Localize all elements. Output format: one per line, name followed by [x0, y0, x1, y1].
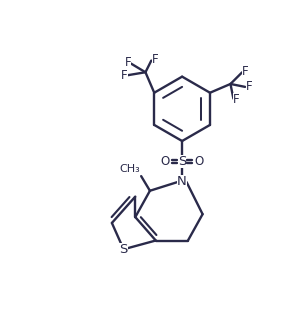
Text: S: S [119, 243, 128, 256]
Text: F: F [151, 54, 158, 67]
Text: F: F [245, 80, 252, 93]
Text: F: F [233, 93, 240, 106]
Text: F: F [242, 65, 249, 78]
Text: F: F [125, 56, 131, 69]
Text: O: O [194, 155, 204, 168]
Text: S: S [178, 155, 186, 168]
Text: F: F [121, 69, 128, 82]
Text: O: O [161, 155, 170, 168]
Text: N: N [177, 175, 187, 189]
Text: CH₃: CH₃ [119, 164, 140, 174]
